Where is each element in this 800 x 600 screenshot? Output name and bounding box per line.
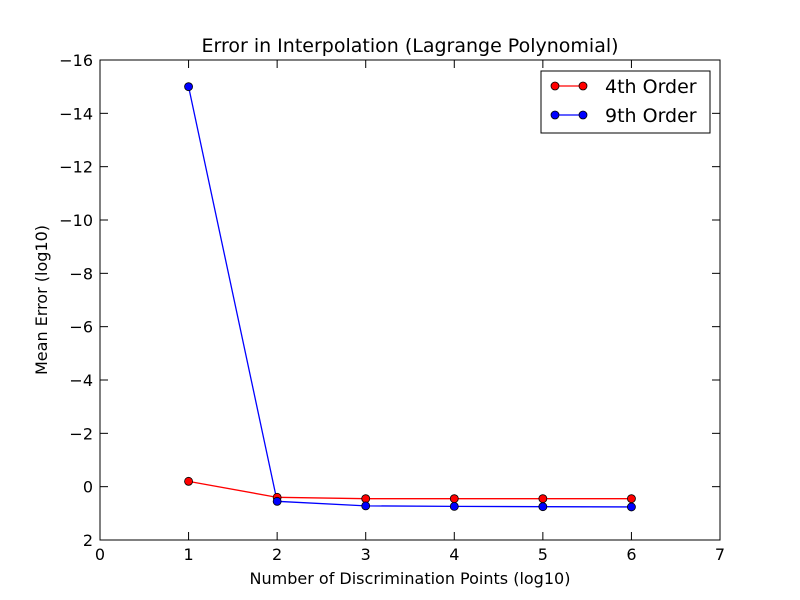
y-tick-label: −16 bbox=[59, 51, 93, 70]
x-axis-label: Number of Discrimination Points (log10) bbox=[250, 569, 571, 588]
y-axis-label: Mean Error (log10) bbox=[32, 225, 51, 375]
data-point-9th-order bbox=[627, 502, 636, 512]
y-tick-label: −10 bbox=[59, 211, 93, 230]
data-point-4th-order bbox=[361, 494, 371, 504]
data-point-4th-order bbox=[627, 494, 636, 504]
y-tick-label: −8 bbox=[69, 264, 93, 283]
y-tick-label: −2 bbox=[69, 424, 93, 443]
legend-label-4th-order: 4th Order bbox=[605, 76, 697, 98]
x-tick-label: 6 bbox=[626, 545, 636, 564]
legend-marker-9th-order bbox=[550, 110, 560, 120]
y-tick-label: 0 bbox=[83, 478, 93, 497]
legend-marker-4th-order bbox=[578, 81, 588, 91]
y-tick-label: −4 bbox=[69, 371, 93, 390]
data-point-9th-order bbox=[272, 496, 282, 506]
plot-frame bbox=[99, 59, 721, 541]
data-point-9th-order bbox=[361, 501, 371, 511]
data-point-4th-order bbox=[184, 476, 193, 486]
y-tick-label: 2 bbox=[83, 531, 93, 550]
data-point-9th-order bbox=[449, 501, 459, 511]
legend-marker-4th-order bbox=[550, 81, 560, 91]
legend-marker-9th-order bbox=[578, 110, 588, 120]
series-line-4th-order bbox=[188, 480, 632, 500]
series-points-layer bbox=[184, 82, 636, 512]
data-point-9th-order bbox=[184, 82, 193, 92]
y-tick-label: −14 bbox=[59, 104, 93, 123]
x-tick-label: 7 bbox=[715, 545, 725, 564]
data-point-4th-order bbox=[449, 494, 459, 504]
y-tick-label: −12 bbox=[59, 158, 93, 177]
data-point-4th-order bbox=[538, 494, 548, 504]
data-point-9th-order bbox=[538, 502, 548, 512]
y-tick-label: −6 bbox=[69, 318, 93, 337]
x-tick-label: 3 bbox=[361, 545, 371, 564]
x-tick-label: 0 bbox=[95, 545, 105, 564]
x-tick-label: 2 bbox=[272, 545, 282, 564]
legend-frame bbox=[540, 70, 711, 134]
legend-label-9th-order: 9th Order bbox=[605, 105, 697, 127]
legend: 4th Order 9th Order bbox=[540, 70, 711, 134]
x-tick-label: 4 bbox=[449, 545, 459, 564]
x-tick-label: 5 bbox=[538, 545, 548, 564]
x-tick-label: 1 bbox=[183, 545, 193, 564]
series-line-9th-order bbox=[187, 86, 632, 508]
chart-title: Error in Interpolation (Lagrange Polynom… bbox=[201, 35, 618, 57]
series-lines-layer bbox=[187, 86, 632, 508]
plot-background bbox=[100, 60, 720, 540]
